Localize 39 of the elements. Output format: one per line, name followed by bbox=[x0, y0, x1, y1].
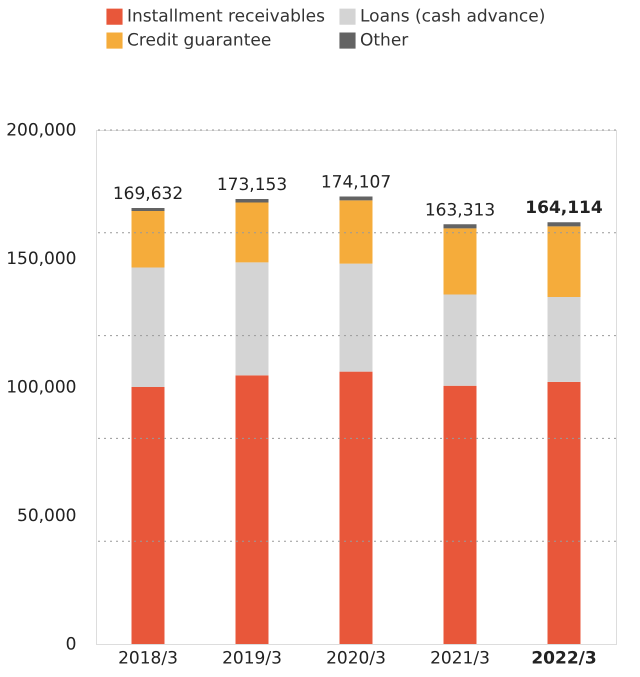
bar bbox=[548, 222, 580, 226]
bar bbox=[132, 210, 164, 268]
bar bbox=[340, 372, 372, 644]
bar bbox=[236, 262, 268, 376]
y-tick-label: 50,000 bbox=[17, 506, 76, 526]
bar bbox=[548, 226, 580, 298]
bar bbox=[236, 202, 268, 262]
bar bbox=[132, 208, 164, 211]
bar bbox=[444, 224, 476, 228]
y-tick-label: 150,000 bbox=[6, 249, 76, 269]
x-tick-label: 2021/3 bbox=[430, 648, 490, 668]
total-label: 164,114 bbox=[525, 198, 603, 218]
legend-label: Installment receivables bbox=[127, 6, 326, 27]
bar bbox=[236, 375, 268, 644]
total-label: 163,313 bbox=[424, 200, 496, 220]
bar bbox=[340, 200, 372, 264]
x-tick-label: 2019/3 bbox=[222, 648, 282, 668]
bar bbox=[340, 196, 372, 200]
legend-label: Other bbox=[360, 30, 408, 50]
y-tick-label: 200,000 bbox=[6, 120, 76, 140]
x-tick-label: 2022/3 bbox=[531, 648, 597, 668]
x-tick-label: 2018/3 bbox=[118, 648, 178, 668]
x-tick-label: 2020/3 bbox=[326, 648, 386, 668]
y-tick-label: 100,000 bbox=[6, 378, 76, 398]
legend-label: Loans (cash advance) bbox=[360, 6, 546, 27]
bar bbox=[132, 387, 164, 644]
total-label: 173,153 bbox=[216, 174, 288, 195]
total-label: 169,632 bbox=[112, 184, 184, 204]
bar bbox=[548, 382, 580, 644]
bar bbox=[340, 264, 372, 372]
total-label: 174,107 bbox=[320, 172, 392, 193]
bar bbox=[236, 198, 268, 202]
bar bbox=[444, 228, 476, 294]
y-tick-label: 0 bbox=[66, 634, 76, 654]
bar bbox=[548, 297, 580, 382]
bar bbox=[444, 294, 476, 386]
legend-label: Credit guarantee bbox=[127, 30, 272, 50]
bar bbox=[444, 386, 476, 644]
bar bbox=[132, 267, 164, 387]
